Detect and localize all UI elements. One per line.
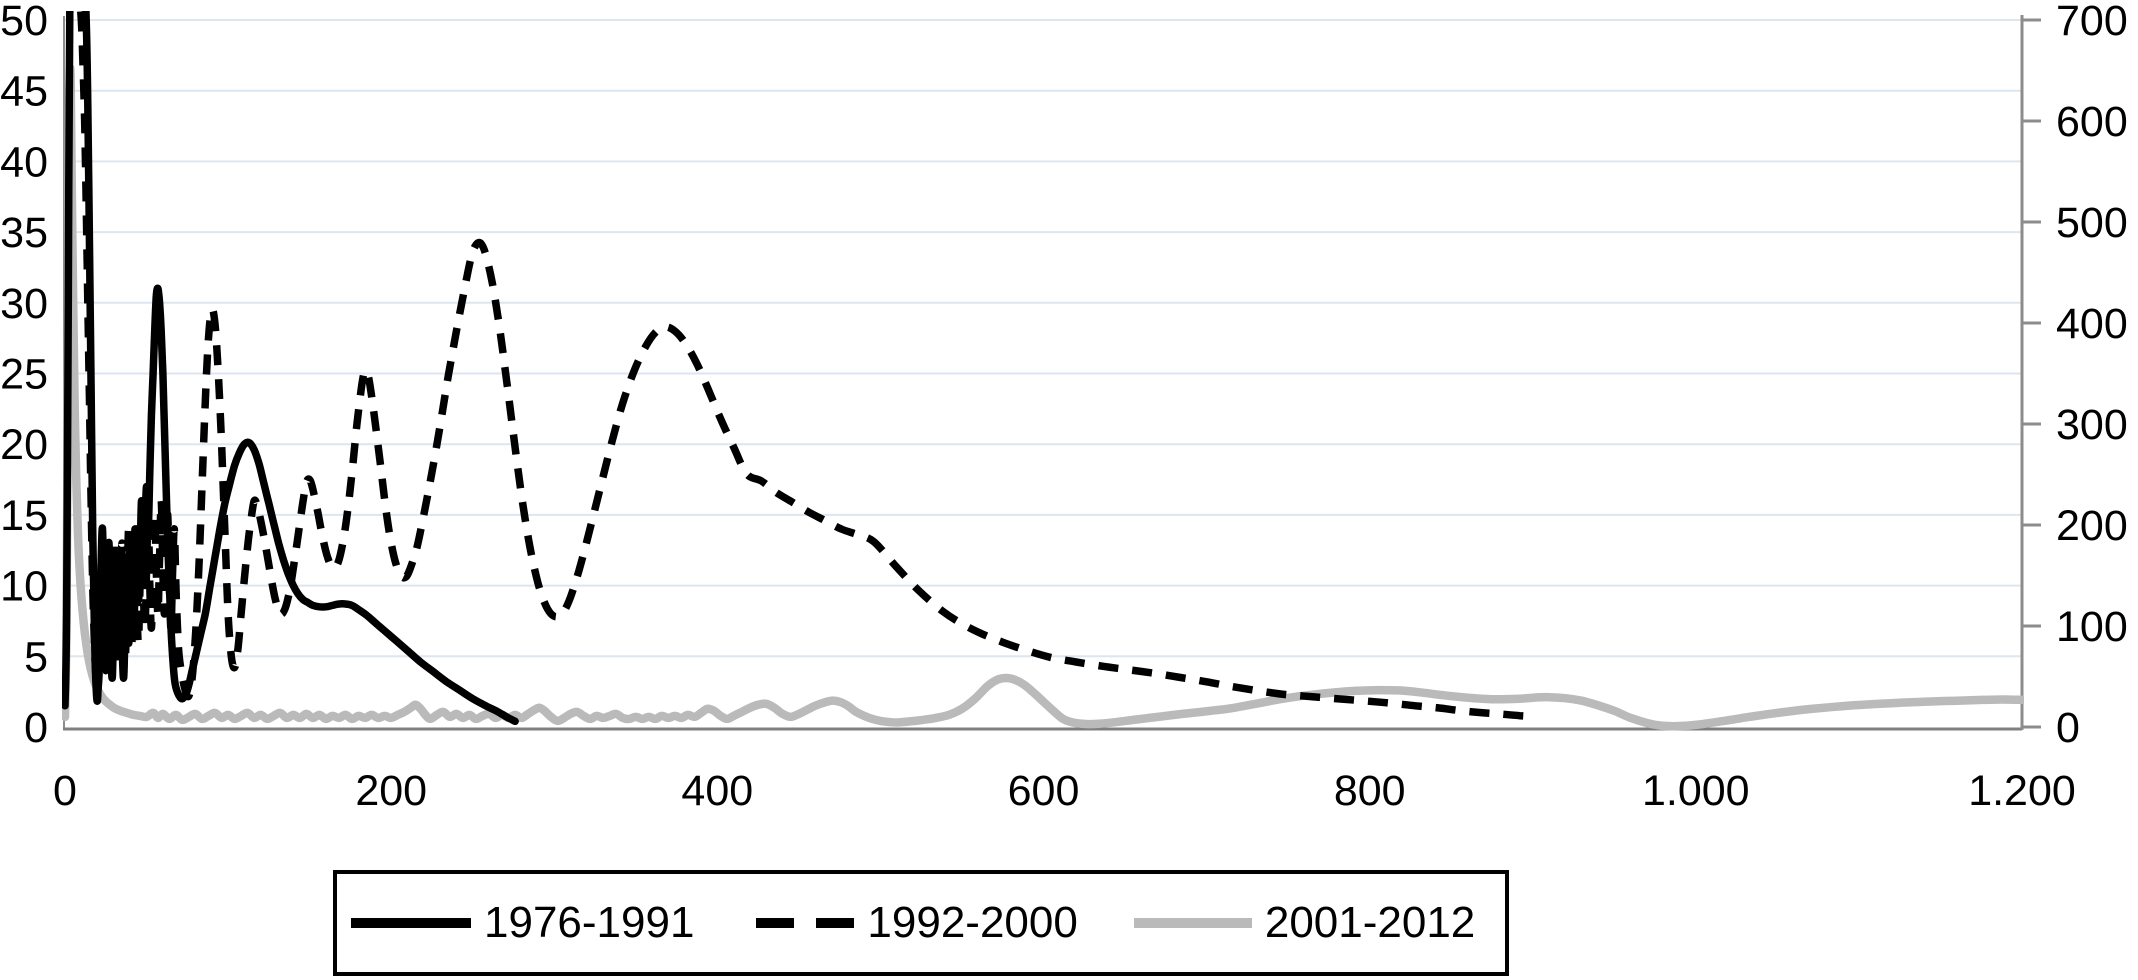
- x-tick-label: 1.200: [1968, 767, 2076, 815]
- dashed-line-icon: [756, 918, 855, 928]
- legend-entry-2001-2012: 2001-2012: [1133, 898, 1476, 947]
- y-right-tick-label: 500: [2056, 199, 2128, 247]
- y-left-tick-label: 5: [24, 633, 48, 681]
- y-left-tick-label: 0: [24, 704, 48, 752]
- y-right-tick-label: 0: [2056, 704, 2080, 752]
- solid-line-icon: [351, 918, 471, 928]
- y-right-tick-label: 300: [2056, 401, 2128, 449]
- legend-label-1976-1991: 1976-1991: [484, 898, 695, 947]
- dash-segment: [756, 918, 795, 928]
- y-left-tick-label: 30: [0, 280, 48, 328]
- gray-line-icon: [1133, 918, 1252, 928]
- y-right-tick-label: 700: [2056, 0, 2128, 45]
- legend-label-2001-2012: 2001-2012: [1264, 898, 1476, 947]
- y-right-tick-label: 400: [2056, 300, 2128, 348]
- y-left-tick-label: 40: [0, 138, 48, 186]
- y-right-tick-label: 200: [2056, 502, 2128, 550]
- legend-entry-1992-2000: 1992-2000: [756, 898, 1078, 947]
- axis-labels: 0510152025303540455001002003004005006007…: [0, 0, 2128, 815]
- series-line-1992-2000: [76, 11, 1533, 721]
- legend-entry-1976-1991: 1976-1991: [351, 901, 694, 945]
- x-tick-label: 0: [53, 767, 77, 815]
- y-left-tick-label: 20: [0, 421, 48, 469]
- y-left-tick-label: 35: [0, 209, 48, 257]
- legend-label-1992-2000: 1992-2000: [867, 898, 1078, 947]
- x-tick-label: 600: [1008, 767, 1080, 815]
- x-tick-label: 1.000: [1642, 767, 1750, 815]
- y-right-tick-label: 600: [2056, 98, 2128, 146]
- x-tick-label: 400: [681, 767, 753, 815]
- y-right-tick-label: 100: [2056, 603, 2128, 651]
- y-left-tick-label: 45: [0, 68, 48, 116]
- series-line-2001-2012: [62, 63, 2024, 731]
- y-left-tick-label: 25: [0, 351, 48, 399]
- dash-segment: [816, 918, 855, 928]
- x-tick-label: 200: [355, 767, 427, 815]
- legend: 1976-1991 1992-2000 2001-2012: [333, 870, 1509, 976]
- x-tick-label: 800: [1334, 767, 1406, 815]
- y-left-tick-label: 50: [0, 0, 48, 45]
- y-left-tick-label: 10: [0, 563, 48, 611]
- gridlines: [65, 19, 2022, 658]
- series-lines: [62, 11, 2024, 731]
- y-left-tick-label: 15: [0, 492, 48, 540]
